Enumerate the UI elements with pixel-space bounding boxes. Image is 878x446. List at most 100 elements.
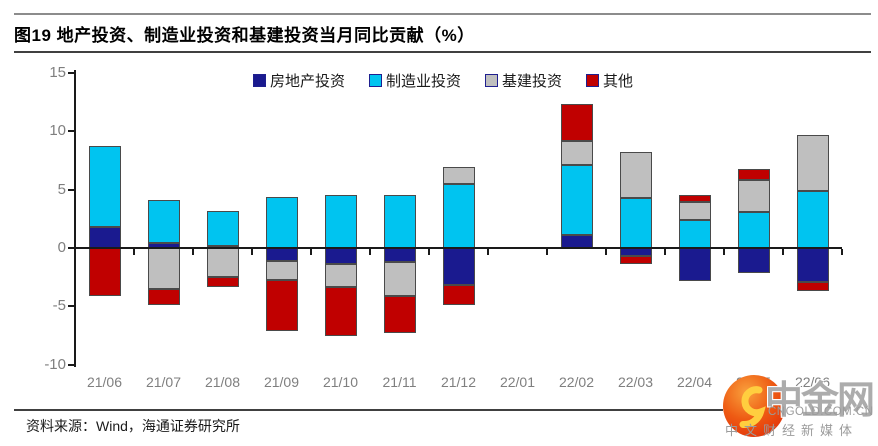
bar-segment-基建投资-21/07 — [147, 248, 180, 289]
legend-item-房地产投资: 房地产投资 — [253, 70, 345, 91]
bar-segment-房地产投资-22/03 — [619, 248, 652, 257]
x-tick-mark — [428, 249, 430, 255]
bar-segment-制造业投资-21/06 — [88, 146, 121, 227]
chart-legend: 房地产投资 制造业投资 基建投资 其他 — [253, 70, 633, 91]
bar-segment-基建投资-22/04 — [678, 202, 711, 220]
bar-segment-基建投资-21/11 — [383, 262, 416, 296]
x-tick-mark — [664, 249, 666, 255]
bar-segment-制造业投资-21/08 — [206, 210, 239, 246]
figure-title: 图19 地产投资、制造业投资和基建投资当月同比贡献（%） — [14, 26, 475, 45]
bar-segment-基建投资-22/06 — [796, 134, 829, 191]
x-tick-mark — [251, 249, 253, 255]
top-divider — [14, 13, 871, 15]
x-tick-label: 21/10 — [322, 374, 359, 390]
bar-segment-房地产投资-22/06 — [796, 248, 829, 282]
y-tick-label: -5 — [52, 297, 66, 315]
x-tick-mark — [782, 249, 784, 255]
x-tick-label: 21/11 — [382, 374, 417, 390]
bar-segment-房地产投资-22/05 — [737, 248, 770, 273]
legend-swatch-icon — [369, 74, 383, 87]
y-tick-mark — [68, 247, 75, 249]
bar-segment-制造业投资-22/05 — [737, 211, 770, 248]
bar-segment-制造业投资-21/12 — [442, 183, 475, 248]
legend-label: 制造业投资 — [386, 73, 462, 90]
bar-segment-制造业投资-21/10 — [324, 195, 357, 248]
bar-segment-制造业投资-22/06 — [796, 190, 829, 248]
golden-swirl-icon — [723, 375, 785, 437]
source-note: 资料来源：Wind，海通证券研究所 — [26, 418, 240, 434]
bar-segment-其他-22/04 — [678, 195, 711, 203]
bar-segment-其他-22/06 — [796, 281, 829, 292]
x-tick-label: 22/02 — [558, 374, 595, 390]
bar-segment-基建投资-22/02 — [560, 140, 593, 166]
watermark-tagline: 中文财经新媒体 — [725, 423, 859, 438]
x-tick-label: 22/03 — [617, 374, 654, 390]
x-tick-mark — [546, 249, 548, 255]
bar-segment-房地产投资-21/12 — [442, 248, 475, 286]
x-tick-label: 21/12 — [440, 374, 477, 390]
bar-segment-房地产投资-21/06 — [88, 226, 121, 248]
bar-segment-制造业投资-22/02 — [560, 165, 593, 236]
x-tick-mark — [605, 249, 607, 255]
bar-segment-基建投资-22/03 — [619, 152, 652, 198]
bar-segment-基建投资-21/08 — [206, 248, 239, 278]
legend-item-基建投资: 基建投资 — [485, 70, 562, 91]
y-tick-mark — [68, 130, 75, 133]
bar-segment-基建投资-22/05 — [737, 180, 770, 212]
y-tick-label: 5 — [57, 180, 66, 198]
y-tick-label: -10 — [44, 355, 66, 373]
footer-divider — [14, 409, 723, 411]
bar-segment-制造业投资-21/09 — [265, 196, 298, 248]
bar-segment-基建投资-21/09 — [265, 260, 298, 280]
y-tick-label: 0 — [57, 239, 66, 256]
y-axis — [74, 70, 76, 367]
bar-segment-其他-21/11 — [383, 295, 416, 334]
bar-segment-制造业投资-21/07 — [147, 200, 180, 244]
legend-swatch-icon — [253, 74, 266, 87]
x-tick-label: 22/04 — [676, 374, 713, 390]
bar-segment-其他-21/12 — [442, 285, 475, 306]
x-tick-label: 22/06 — [794, 374, 831, 390]
x-tick-mark — [723, 249, 725, 255]
bar-segment-房地产投资-21/09 — [265, 248, 298, 261]
x-tick-mark — [133, 249, 135, 255]
x-tick-mark — [841, 249, 843, 255]
y-tick-label: 15 — [49, 63, 66, 81]
bar-segment-其他-21/07 — [147, 288, 180, 306]
legend-item-制造业投资: 制造业投资 — [369, 70, 461, 91]
title-divider — [14, 51, 871, 53]
legend-swatch-icon — [586, 74, 600, 87]
bar-segment-其他-22/05 — [737, 168, 770, 181]
watermark-domain: CNGOLD.COM.CN — [768, 406, 874, 418]
legend-label: 基建投资 — [502, 73, 563, 90]
bar-segment-制造业投资-22/04 — [678, 219, 711, 248]
bar-segment-制造业投资-22/03 — [619, 197, 652, 248]
y-tick-mark — [68, 188, 75, 191]
bar-segment-其他-21/10 — [324, 286, 357, 336]
x-tick-label: 21/09 — [263, 374, 300, 390]
watermark-brand: 中金网 — [765, 380, 875, 422]
x-tick-label: 21/08 — [204, 374, 241, 390]
bar-segment-基建投资-21/12 — [442, 167, 475, 184]
x-tick-mark — [487, 249, 489, 255]
legend-label: 其他 — [603, 73, 634, 90]
x-tick-mark — [369, 249, 371, 255]
bar-segment-其他-21/08 — [206, 277, 239, 287]
bar-segment-制造业投资-21/11 — [383, 195, 416, 248]
y-tick-mark — [68, 363, 75, 366]
legend-item-其他: 其他 — [586, 70, 633, 91]
bar-segment-其他-22/02 — [560, 104, 593, 141]
bar-segment-其他-21/09 — [265, 279, 298, 331]
x-axis-zero-line — [74, 247, 842, 249]
legend-swatch-icon — [485, 74, 499, 87]
x-tick-label: 22/01 — [499, 374, 536, 390]
x-tick-label: 21/07 — [145, 374, 182, 390]
x-tick-mark — [192, 249, 194, 255]
x-tick-label: 21/06 — [86, 374, 123, 390]
bar-segment-其他-21/06 — [88, 248, 121, 296]
y-tick-label: 10 — [49, 122, 66, 140]
y-tick-mark — [68, 71, 75, 74]
legend-label: 房地产投资 — [270, 73, 346, 90]
